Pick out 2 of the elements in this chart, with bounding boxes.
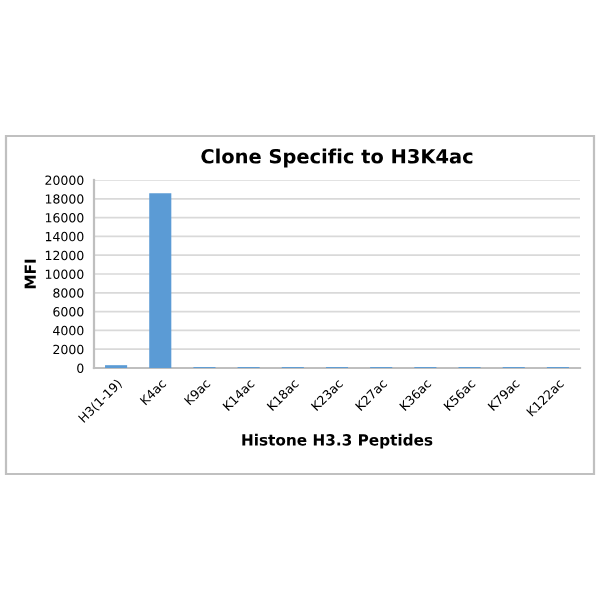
bar [149, 193, 172, 368]
chart-title: Clone Specific to H3K4ac [201, 148, 473, 168]
